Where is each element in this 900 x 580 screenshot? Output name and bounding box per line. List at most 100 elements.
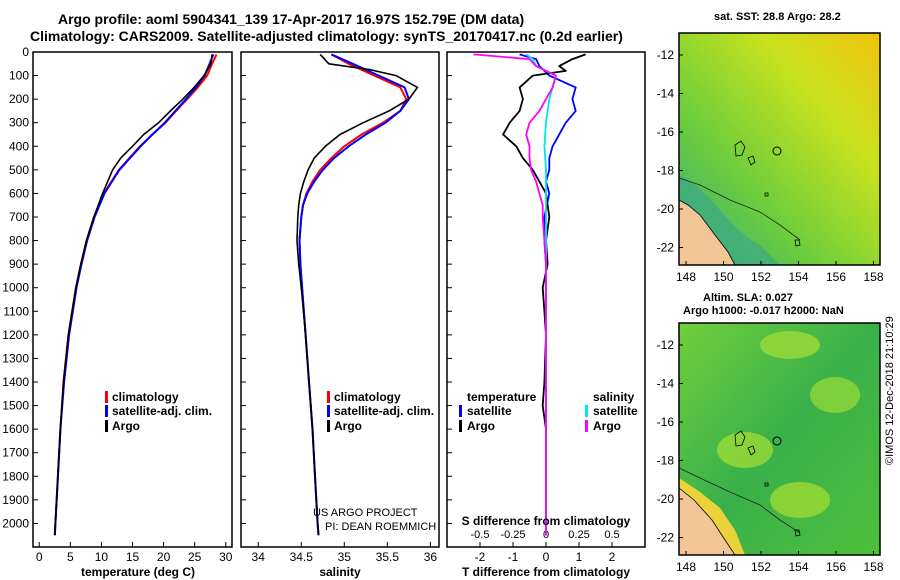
sla-high-patch (810, 377, 860, 413)
x-tick-label: 20 (157, 550, 171, 564)
depth-tick-label: 1800 (2, 469, 29, 483)
legend-label-argo: Argo (112, 419, 140, 433)
depth-tick-label: 1200 (2, 328, 29, 342)
temperature-xlabel: temperature (deg C) (81, 565, 195, 579)
sla-reef-contour (678, 467, 801, 534)
lon-tick-label: 154 (788, 270, 808, 284)
depth-tick-label: 1700 (2, 446, 29, 460)
legend-swatch-satellite (327, 405, 330, 417)
legend-label-s-satellite: satellite (593, 404, 638, 418)
depth-tick-label: 1400 (2, 375, 29, 389)
legend-swatch-t-satellite (459, 405, 462, 417)
x-tick-label: 36 (424, 550, 438, 564)
series-line-climatology (53, 53, 218, 536)
depth-tick-label: 300 (9, 116, 29, 130)
sla-high-patch (717, 432, 773, 468)
lon-tick-label: 148 (676, 270, 696, 284)
lat-tick-label: -18 (657, 454, 675, 468)
lon-tick-label: 156 (826, 560, 846, 574)
s-difference-label: S difference from climatology (462, 514, 631, 528)
lon-tick-label: 158 (863, 560, 883, 574)
series-line-s-satellite (525, 53, 557, 536)
x-tick-label: 25 (188, 550, 202, 564)
salinity-xlabel: salinity (319, 565, 361, 579)
depth-tick-label: 700 (9, 210, 29, 224)
lon-tick-label: 158 (863, 270, 883, 284)
lon-tick-label: 152 (751, 560, 771, 574)
x-tick-label: 10 (95, 550, 109, 564)
x-tick-label: 5 (67, 550, 74, 564)
lon-tick-label: 154 (788, 560, 808, 574)
series-line-argo (296, 53, 419, 536)
timestamp: ©IMOS 12-Dec-2018 21:10:29 (884, 316, 896, 465)
x-tick-label: 35.5 (376, 550, 400, 564)
depth-tick-label: 900 (9, 257, 29, 271)
x-tick-label: 34 (252, 550, 266, 564)
legend-swatch-argo (105, 420, 108, 432)
legend-label-climatology: climatology (112, 390, 179, 404)
sst-argo-marker (772, 146, 782, 156)
depth-tick-label: 1900 (2, 493, 29, 507)
legend-swatch-satellite (105, 405, 108, 417)
temperature-legend: climatology satellite-adj. clim. Argo (105, 390, 212, 433)
depth-tick-label: 800 (9, 234, 29, 248)
series-line-climatology (298, 53, 408, 536)
legend-label-satellite: satellite-adj. clim. (334, 404, 434, 418)
x-tick-label: 30 (219, 550, 233, 564)
x-tick-label: 15 (126, 550, 140, 564)
sla-high-patch (770, 482, 830, 518)
legend-label-climatology: climatology (334, 390, 401, 404)
series-line-t-argo (502, 53, 586, 536)
legend-label-t-satellite: satellite (467, 404, 512, 418)
temperature-plot: 0 5 10 15 20 25 30 (36, 53, 233, 564)
header-title-line2: Climatology: CARS2009. Satellite-adjuste… (30, 28, 623, 44)
x2-tick-label: -0.25 (500, 529, 525, 541)
lat-tick-label: -14 (657, 87, 675, 101)
salinity-legend: climatology satellite-adj. clim. Argo (327, 390, 434, 433)
x-tick-label: 1 (576, 550, 583, 564)
legend-title-temperature: temperature (467, 390, 537, 404)
sst-reef-contour (678, 177, 801, 241)
map-ticks: 148 150 152 154 156 158 -12 -14 -16 -18 -20 -22 148 1… (657, 48, 884, 574)
lat-tick-label: -18 (657, 164, 675, 178)
lat-tick-label: -12 (657, 338, 675, 352)
sst-map-title: sat. SST: 28.8 Argo: 28.2 (714, 11, 841, 23)
header-title-line1: Argo profile: aoml 5904341_139 17-Apr-20… (58, 11, 525, 27)
x2-tick-label: -0.5 (471, 529, 490, 541)
sla-map-frame (678, 322, 881, 556)
lat-tick-label: -22 (657, 531, 675, 545)
legend-title-salinity: salinity (593, 390, 635, 404)
sst-reefs (734, 140, 801, 247)
x-tick-label: 0 (36, 550, 43, 564)
series-line-argo (54, 54, 213, 536)
depth-tick-label: 1500 (2, 399, 29, 413)
sla-argo-marker (772, 436, 782, 446)
sla-map (678, 322, 881, 556)
legend-label-t-argo: Argo (467, 419, 495, 433)
x-tick-label: 2 (609, 550, 616, 564)
credit-line-1: US ARGO PROJECT (313, 507, 418, 519)
legend-label-satellite: satellite-adj. clim. (112, 404, 212, 418)
x-tick-label: -1 (508, 550, 519, 564)
sla-reefs (734, 430, 801, 537)
lat-tick-label: -12 (657, 48, 675, 62)
sla-map-title-1: Altim. SLA: 0.027 (703, 292, 793, 304)
legend-swatch-climatology (105, 391, 108, 403)
x2-tick-label: 0.25 (568, 529, 589, 541)
depth-tick-label: 1100 (3, 304, 29, 318)
temperature-panel-frame (32, 51, 233, 548)
lat-tick-label: -20 (657, 492, 675, 506)
lon-tick-label: 152 (751, 270, 771, 284)
depth-tick-label: 100 (9, 69, 29, 83)
lon-tick-label: 150 (713, 560, 733, 574)
sla-map-title-2: Argo h1000: -0.017 h2000: NaN (683, 305, 844, 317)
sst-map-frame (678, 32, 881, 266)
lat-tick-label: -22 (657, 241, 675, 255)
x2-tick-label: 0.5 (604, 529, 619, 541)
depth-tick-label: 0 (22, 45, 29, 59)
legend-label-s-argo: Argo (593, 419, 621, 433)
depth-tick-label: 500 (9, 163, 29, 177)
salinity-plot: 34 34.5 35 35.5 36 (252, 53, 438, 564)
